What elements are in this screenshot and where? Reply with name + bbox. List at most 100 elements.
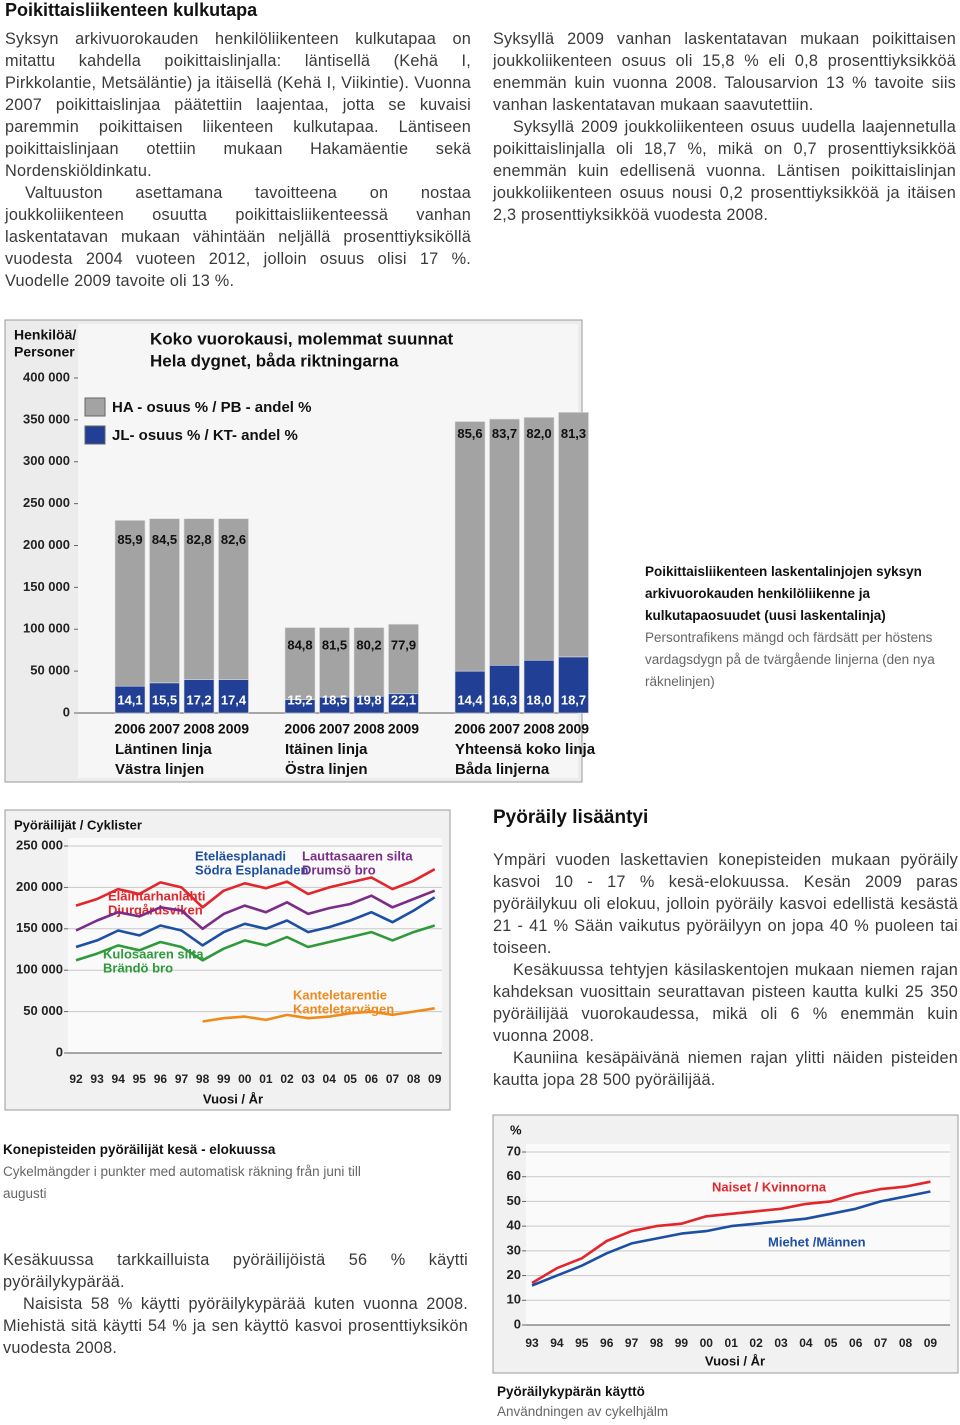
- x-tick-label: 01: [259, 1072, 273, 1086]
- x-tick-label: 2006: [454, 721, 485, 737]
- bar-segment: [218, 518, 249, 680]
- x-tick-label: 2006: [114, 721, 145, 737]
- x-tick-label: 94: [112, 1072, 126, 1086]
- series-line: [75, 889, 436, 932]
- x-tick-label: 95: [133, 1072, 147, 1086]
- y-tick-label: 100 000: [16, 962, 63, 977]
- data-label: 80,2: [356, 638, 381, 653]
- x-tick-label: 04: [799, 1336, 813, 1350]
- x-tick-label: 97: [625, 1336, 639, 1350]
- group-label: Östra linjen: [285, 761, 368, 778]
- caption-subtitle: Cykelmängder i punkter med automatisk rä…: [3, 1164, 361, 1201]
- y-tick-label: 150 000: [23, 579, 70, 594]
- x-tick-label: 2009: [218, 721, 249, 737]
- x-tick-label: 2007: [489, 721, 520, 737]
- group-label: Yhteensä koko linja: [455, 741, 596, 758]
- series-label: Eläintarhanlahti: [108, 888, 206, 903]
- x-tick-label: 93: [90, 1072, 104, 1086]
- data-label: 17,2: [186, 692, 211, 707]
- paragraph: Kesäkuussa tarkkailluista pyöräilijöistä…: [3, 1251, 468, 1291]
- x-tick-label: 09: [924, 1336, 938, 1350]
- bar-segment: [558, 412, 589, 658]
- x-tick-label: 2007: [319, 721, 350, 737]
- section-heading: Pyöräily lisääntyi: [493, 807, 649, 828]
- caption-subtitle: Användningen av cykelhjälm: [497, 1404, 669, 1419]
- data-label: 17,4: [221, 692, 247, 707]
- paragraph: Ympäri vuoden laskettavien konepisteiden…: [493, 851, 958, 957]
- paragraph: Syksyn arkivuorokauden henkilöliikenteen…: [5, 30, 471, 180]
- text-column: Syksyn arkivuorokauden henkilöliikenteen…: [5, 28, 471, 292]
- data-label: 18,0: [526, 692, 551, 707]
- y-tick-label: 50 000: [23, 1003, 63, 1018]
- x-tick-label: 06: [365, 1072, 379, 1086]
- bar-segment: [523, 659, 555, 714]
- caption-title: Konepisteiden pyöräilijät kesä - elokuus…: [3, 1142, 276, 1157]
- group-label: Läntinen linja: [115, 741, 212, 758]
- y-tick-label: 250 000: [23, 495, 70, 510]
- data-label: 84,8: [287, 638, 312, 653]
- data-label: 77,9: [391, 638, 416, 653]
- caption: Konepisteiden pyöräilijät kesä - elokuus…: [3, 1139, 393, 1205]
- x-tick-label: 03: [301, 1072, 315, 1086]
- series-label: Miehet /Männen: [768, 1234, 866, 1249]
- legend-swatch: [84, 425, 106, 445]
- x-tick-label: 98: [196, 1072, 210, 1086]
- x-tick-label: 03: [774, 1336, 788, 1350]
- group-label: Västra linjen: [115, 761, 204, 778]
- x-tick-label: 00: [700, 1336, 714, 1350]
- legend-swatch: [84, 397, 106, 417]
- x-tick-label: 96: [600, 1336, 614, 1350]
- data-label: 84,5: [152, 532, 177, 547]
- x-tick-label: 2008: [183, 721, 214, 737]
- legend-label: HA - osuus % / PB - andel %: [112, 399, 311, 416]
- series-label: Naiset / Kvinnorna: [712, 1179, 827, 1194]
- data-label: 15,2: [287, 692, 312, 707]
- paragraph: Naisista 58 % käytti pyöräilykypärää kut…: [3, 1295, 468, 1357]
- bar-segment: [218, 679, 249, 714]
- x-tick-label: 09: [428, 1072, 442, 1086]
- x-tick-label: 2006: [284, 721, 315, 737]
- caption-title: Poikittaisliikenteen laskentalinjojen sy…: [645, 564, 922, 623]
- series-label: Eteläesplanadi: [195, 848, 286, 863]
- bar-segment: [149, 518, 180, 684]
- group-label: Itäinen linja: [285, 741, 368, 758]
- caption: Pyöräilykypärän käyttö Användningen av c…: [497, 1382, 797, 1422]
- data-label: 85,9: [117, 532, 142, 547]
- bar-segment: [183, 679, 215, 714]
- paragraph: Kauniina kesäpäivänä niemen rajan ylitti…: [493, 1049, 958, 1089]
- series-label: Kanteletarvägen: [293, 1001, 394, 1016]
- chart-title: Koko vuorokausi, molemmat suunnat: [150, 329, 454, 348]
- x-tick-label: 08: [899, 1336, 913, 1350]
- paragraph: Syksyllä 2009 vanhan laskentatavan mukaa…: [493, 30, 956, 114]
- y-tick-label: 40: [507, 1218, 521, 1233]
- bar-segment: [183, 518, 215, 680]
- y-tick-label: 300 000: [23, 453, 70, 468]
- x-tick-label: 00: [238, 1072, 252, 1086]
- data-label: 22,1: [391, 692, 416, 707]
- y-axis-title: %: [510, 1122, 522, 1137]
- bar-segment: [388, 623, 419, 695]
- bar-segment: [523, 417, 555, 661]
- y-tick-label: 0: [56, 1044, 63, 1059]
- x-tick-label: 92: [69, 1072, 83, 1086]
- y-tick-label: 0: [63, 704, 70, 719]
- bar-segment: [319, 627, 350, 698]
- bar-segment: [353, 627, 385, 697]
- x-tick-label: 2008: [523, 721, 554, 737]
- y-tick-label: 60: [507, 1168, 521, 1183]
- x-tick-label: 07: [386, 1072, 400, 1086]
- data-label: 82,8: [186, 532, 211, 547]
- y-tick-label: 200 000: [16, 879, 63, 894]
- series-line: [75, 896, 436, 949]
- y-tick-label: 150 000: [16, 920, 63, 935]
- x-tick-label: 97: [175, 1072, 189, 1086]
- x-tick-label: 94: [550, 1336, 564, 1350]
- x-tick-label: 96: [154, 1072, 168, 1086]
- bar-segment: [489, 418, 520, 666]
- data-label: 81,3: [561, 426, 586, 441]
- series-label: Södra Esplanaden: [195, 862, 308, 877]
- series-label: Kulosaaren silta: [103, 946, 204, 961]
- x-tick-label: 02: [749, 1336, 763, 1350]
